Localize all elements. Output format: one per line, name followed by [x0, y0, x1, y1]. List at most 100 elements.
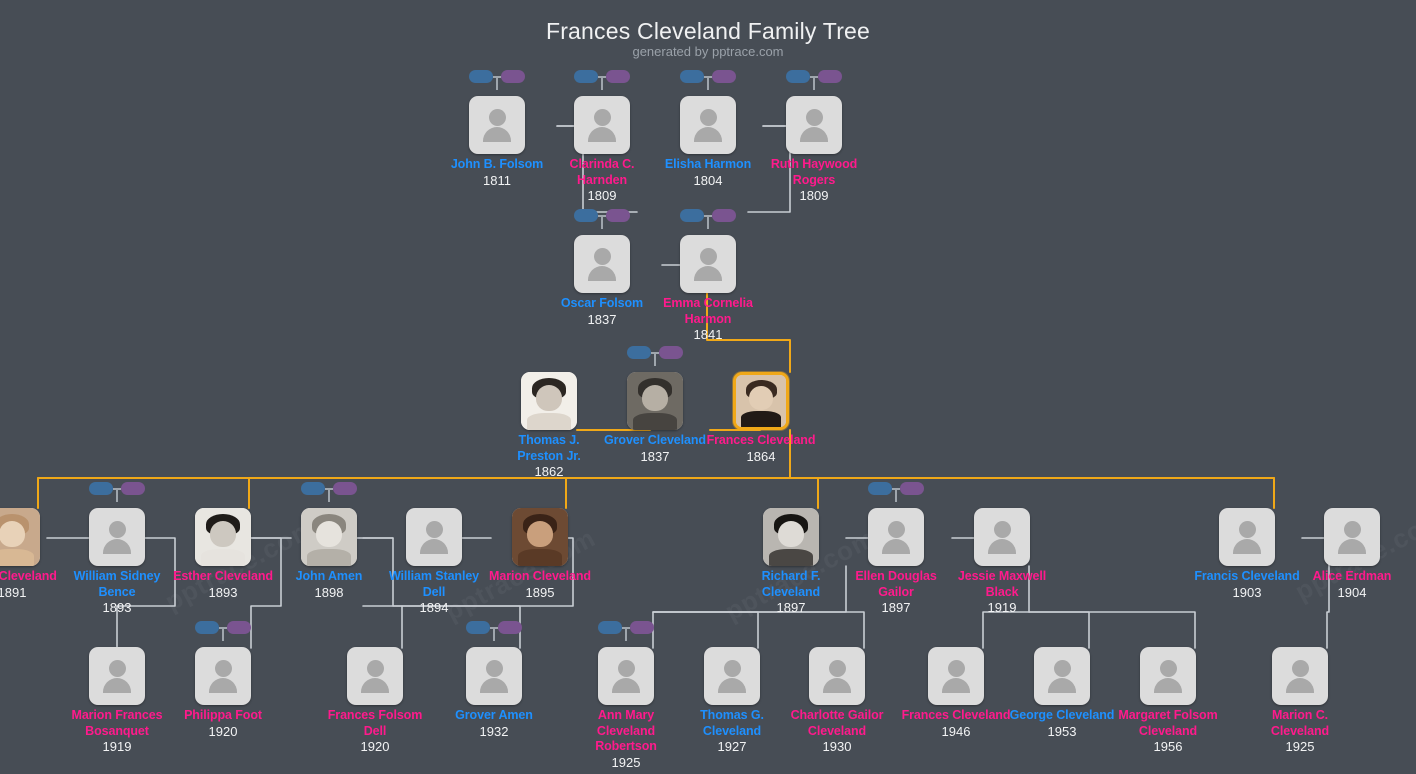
person-node[interactable]: Ann Mary Cleveland Robertson 1925	[571, 621, 681, 770]
person-node[interactable]: Thomas G. Cleveland 1927	[677, 647, 787, 755]
father-pill[interactable]	[786, 70, 810, 83]
person-avatar-placeholder[interactable]	[1140, 647, 1196, 705]
person-name[interactable]: Francis Cleveland	[1194, 569, 1300, 583]
person-name[interactable]: Ann Mary Cleveland Robertson	[595, 708, 657, 753]
person-node[interactable]: Frances Folsom Dell 1920	[320, 647, 430, 755]
person-name[interactable]: Emma Cornelia Harmon	[663, 296, 753, 326]
person-node[interactable]: Elisha Harmon 1804	[653, 70, 763, 188]
person-node[interactable]: Thomas J. Preston Jr. 1862	[494, 372, 604, 480]
person-avatar-placeholder[interactable]	[89, 647, 145, 705]
person-avatar-placeholder[interactable]	[574, 235, 630, 293]
person-name[interactable]: Elisha Harmon	[664, 157, 752, 171]
person-photo[interactable]	[733, 372, 789, 430]
person-name[interactable]: Ruth Haywood Rogers	[770, 157, 858, 187]
person-name[interactable]: William Stanley Dell	[388, 569, 480, 599]
person-avatar-placeholder[interactable]	[868, 508, 924, 566]
parent-pair-badge[interactable]	[680, 209, 736, 231]
person-name[interactable]: Marion Frances Bosanquet	[71, 708, 163, 738]
person-name[interactable]: John B. Folsom	[450, 157, 544, 171]
person-photo[interactable]	[627, 372, 683, 430]
parent-pair-badge[interactable]	[598, 621, 654, 643]
person-name[interactable]: John Amen	[295, 569, 363, 583]
person-name[interactable]: Margaret Folsom Cleveland	[1118, 708, 1218, 738]
person-node[interactable]: Marion C. Cleveland 1925	[1245, 647, 1355, 755]
person-name[interactable]: Jessie Maxwell Black	[957, 569, 1047, 599]
person-avatar-placeholder[interactable]	[974, 508, 1030, 566]
person-name[interactable]: Frances Folsom Dell	[327, 708, 423, 738]
person-node[interactable]: George Cleveland 1953	[1007, 647, 1117, 739]
person-name[interactable]: Grover Cleveland	[604, 433, 706, 447]
person-avatar-placeholder[interactable]	[406, 508, 462, 566]
person-node[interactable]: Ruth Haywood Rogers 1809	[759, 70, 869, 204]
mother-pill[interactable]	[900, 482, 924, 495]
person-name[interactable]: Frances Cleveland	[706, 433, 816, 447]
mother-pill[interactable]	[606, 209, 630, 222]
person-avatar-placeholder[interactable]	[469, 96, 525, 154]
mother-pill[interactable]	[121, 482, 145, 495]
parent-pair-badge[interactable]	[786, 70, 842, 92]
parent-pair-badge[interactable]	[868, 482, 924, 504]
person-name[interactable]: Grover Amen	[455, 708, 533, 722]
parent-pair-badge[interactable]	[574, 70, 630, 92]
person-node[interactable]: Emma Cornelia Harmon 1841	[653, 209, 763, 343]
person-name[interactable]: Marion Cleveland	[489, 569, 591, 583]
parent-pair-badge[interactable]	[195, 621, 251, 643]
person-name[interactable]: Alice Erdman	[1312, 569, 1392, 583]
person-name[interactable]: Clarinda C. Harnden	[569, 157, 635, 187]
mother-pill[interactable]	[606, 70, 630, 83]
mother-pill[interactable]	[712, 209, 736, 222]
parent-pair-badge[interactable]	[301, 482, 357, 504]
person-node[interactable]: Grover Cleveland 1837	[600, 346, 710, 464]
father-pill[interactable]	[195, 621, 219, 634]
person-avatar-placeholder[interactable]	[680, 96, 736, 154]
father-pill[interactable]	[469, 70, 493, 83]
person-name[interactable]: William Sidney Bence	[73, 569, 161, 599]
person-name[interactable]: George Cleveland	[1009, 708, 1115, 722]
father-pill[interactable]	[598, 621, 622, 634]
person-avatar-placeholder[interactable]	[89, 508, 145, 566]
parent-pair-badge[interactable]	[89, 482, 145, 504]
mother-pill[interactable]	[501, 70, 525, 83]
person-avatar-placeholder[interactable]	[704, 647, 760, 705]
person-avatar-placeholder[interactable]	[1272, 647, 1328, 705]
father-pill[interactable]	[466, 621, 490, 634]
person-photo[interactable]	[195, 508, 251, 566]
person-avatar-placeholder[interactable]	[598, 647, 654, 705]
person-photo[interactable]	[301, 508, 357, 566]
person-node[interactable]: Jessie Maxwell Black 1919	[947, 508, 1057, 616]
person-avatar-placeholder[interactable]	[786, 96, 842, 154]
person-name[interactable]: Ellen Douglas Gailor	[855, 569, 937, 599]
person-avatar-placeholder[interactable]	[1324, 508, 1380, 566]
person-node[interactable]: Marion Cleveland 1895	[485, 508, 595, 600]
person-photo[interactable]	[521, 372, 577, 430]
mother-pill[interactable]	[333, 482, 357, 495]
father-pill[interactable]	[301, 482, 325, 495]
person-node[interactable]: Ellen Douglas Gailor 1897	[841, 482, 951, 616]
person-node[interactable]: William Stanley Dell 1894	[379, 508, 489, 616]
person-node[interactable]: Oscar Folsom 1837	[547, 209, 657, 327]
person-avatar-placeholder[interactable]	[466, 647, 522, 705]
person-avatar-placeholder[interactable]	[1219, 508, 1275, 566]
parent-pair-badge[interactable]	[469, 70, 525, 92]
person-node[interactable]: Clarinda C. Harnden 1809	[547, 70, 657, 204]
person-name[interactable]: Oscar Folsom	[560, 296, 644, 310]
person-avatar-placeholder[interactable]	[928, 647, 984, 705]
person-name[interactable]: Philippa Foot	[184, 708, 262, 722]
mother-pill[interactable]	[227, 621, 251, 634]
person-avatar-placeholder[interactable]	[1034, 647, 1090, 705]
person-photo[interactable]	[0, 508, 40, 566]
person-avatar-placeholder[interactable]	[195, 647, 251, 705]
person-name[interactable]: Thomas J. Preston Jr.	[517, 433, 581, 463]
parent-pair-badge[interactable]	[680, 70, 736, 92]
father-pill[interactable]	[627, 346, 651, 359]
person-name[interactable]: Marion C. Cleveland	[1270, 708, 1330, 738]
person-node[interactable]: John Amen 1898	[274, 482, 384, 600]
person-name[interactable]: Ruth Cleveland	[0, 569, 57, 583]
person-avatar-placeholder[interactable]	[809, 647, 865, 705]
person-name[interactable]: Thomas G. Cleveland	[700, 708, 764, 738]
mother-pill[interactable]	[659, 346, 683, 359]
person-avatar-placeholder[interactable]	[347, 647, 403, 705]
person-node[interactable]: Margaret Folsom Cleveland 1956	[1113, 647, 1223, 755]
person-name[interactable]: Frances Cleveland	[901, 708, 1011, 722]
person-node[interactable]: Philippa Foot 1920	[168, 621, 278, 739]
